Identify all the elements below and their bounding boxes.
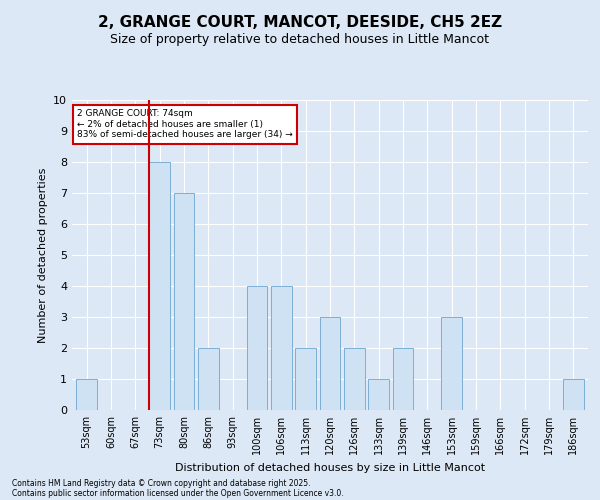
- Bar: [149, 162, 170, 410]
- Text: Contains public sector information licensed under the Open Government Licence v3: Contains public sector information licen…: [12, 488, 344, 498]
- Bar: [271, 286, 292, 410]
- Bar: [563, 379, 584, 410]
- X-axis label: Distribution of detached houses by size in Little Mancot: Distribution of detached houses by size …: [175, 462, 485, 472]
- Bar: [392, 348, 413, 410]
- Bar: [76, 379, 97, 410]
- Bar: [198, 348, 218, 410]
- Text: 2, GRANGE COURT, MANCOT, DEESIDE, CH5 2EZ: 2, GRANGE COURT, MANCOT, DEESIDE, CH5 2E…: [98, 15, 502, 30]
- Text: Contains HM Land Registry data © Crown copyright and database right 2025.: Contains HM Land Registry data © Crown c…: [12, 478, 311, 488]
- Text: Size of property relative to detached houses in Little Mancot: Size of property relative to detached ho…: [110, 32, 490, 46]
- Bar: [442, 317, 462, 410]
- Bar: [368, 379, 389, 410]
- Text: 2 GRANGE COURT: 74sqm
← 2% of detached houses are smaller (1)
83% of semi-detach: 2 GRANGE COURT: 74sqm ← 2% of detached h…: [77, 110, 293, 139]
- Bar: [173, 193, 194, 410]
- Bar: [344, 348, 365, 410]
- Bar: [295, 348, 316, 410]
- Bar: [247, 286, 268, 410]
- Bar: [320, 317, 340, 410]
- Y-axis label: Number of detached properties: Number of detached properties: [38, 168, 47, 342]
